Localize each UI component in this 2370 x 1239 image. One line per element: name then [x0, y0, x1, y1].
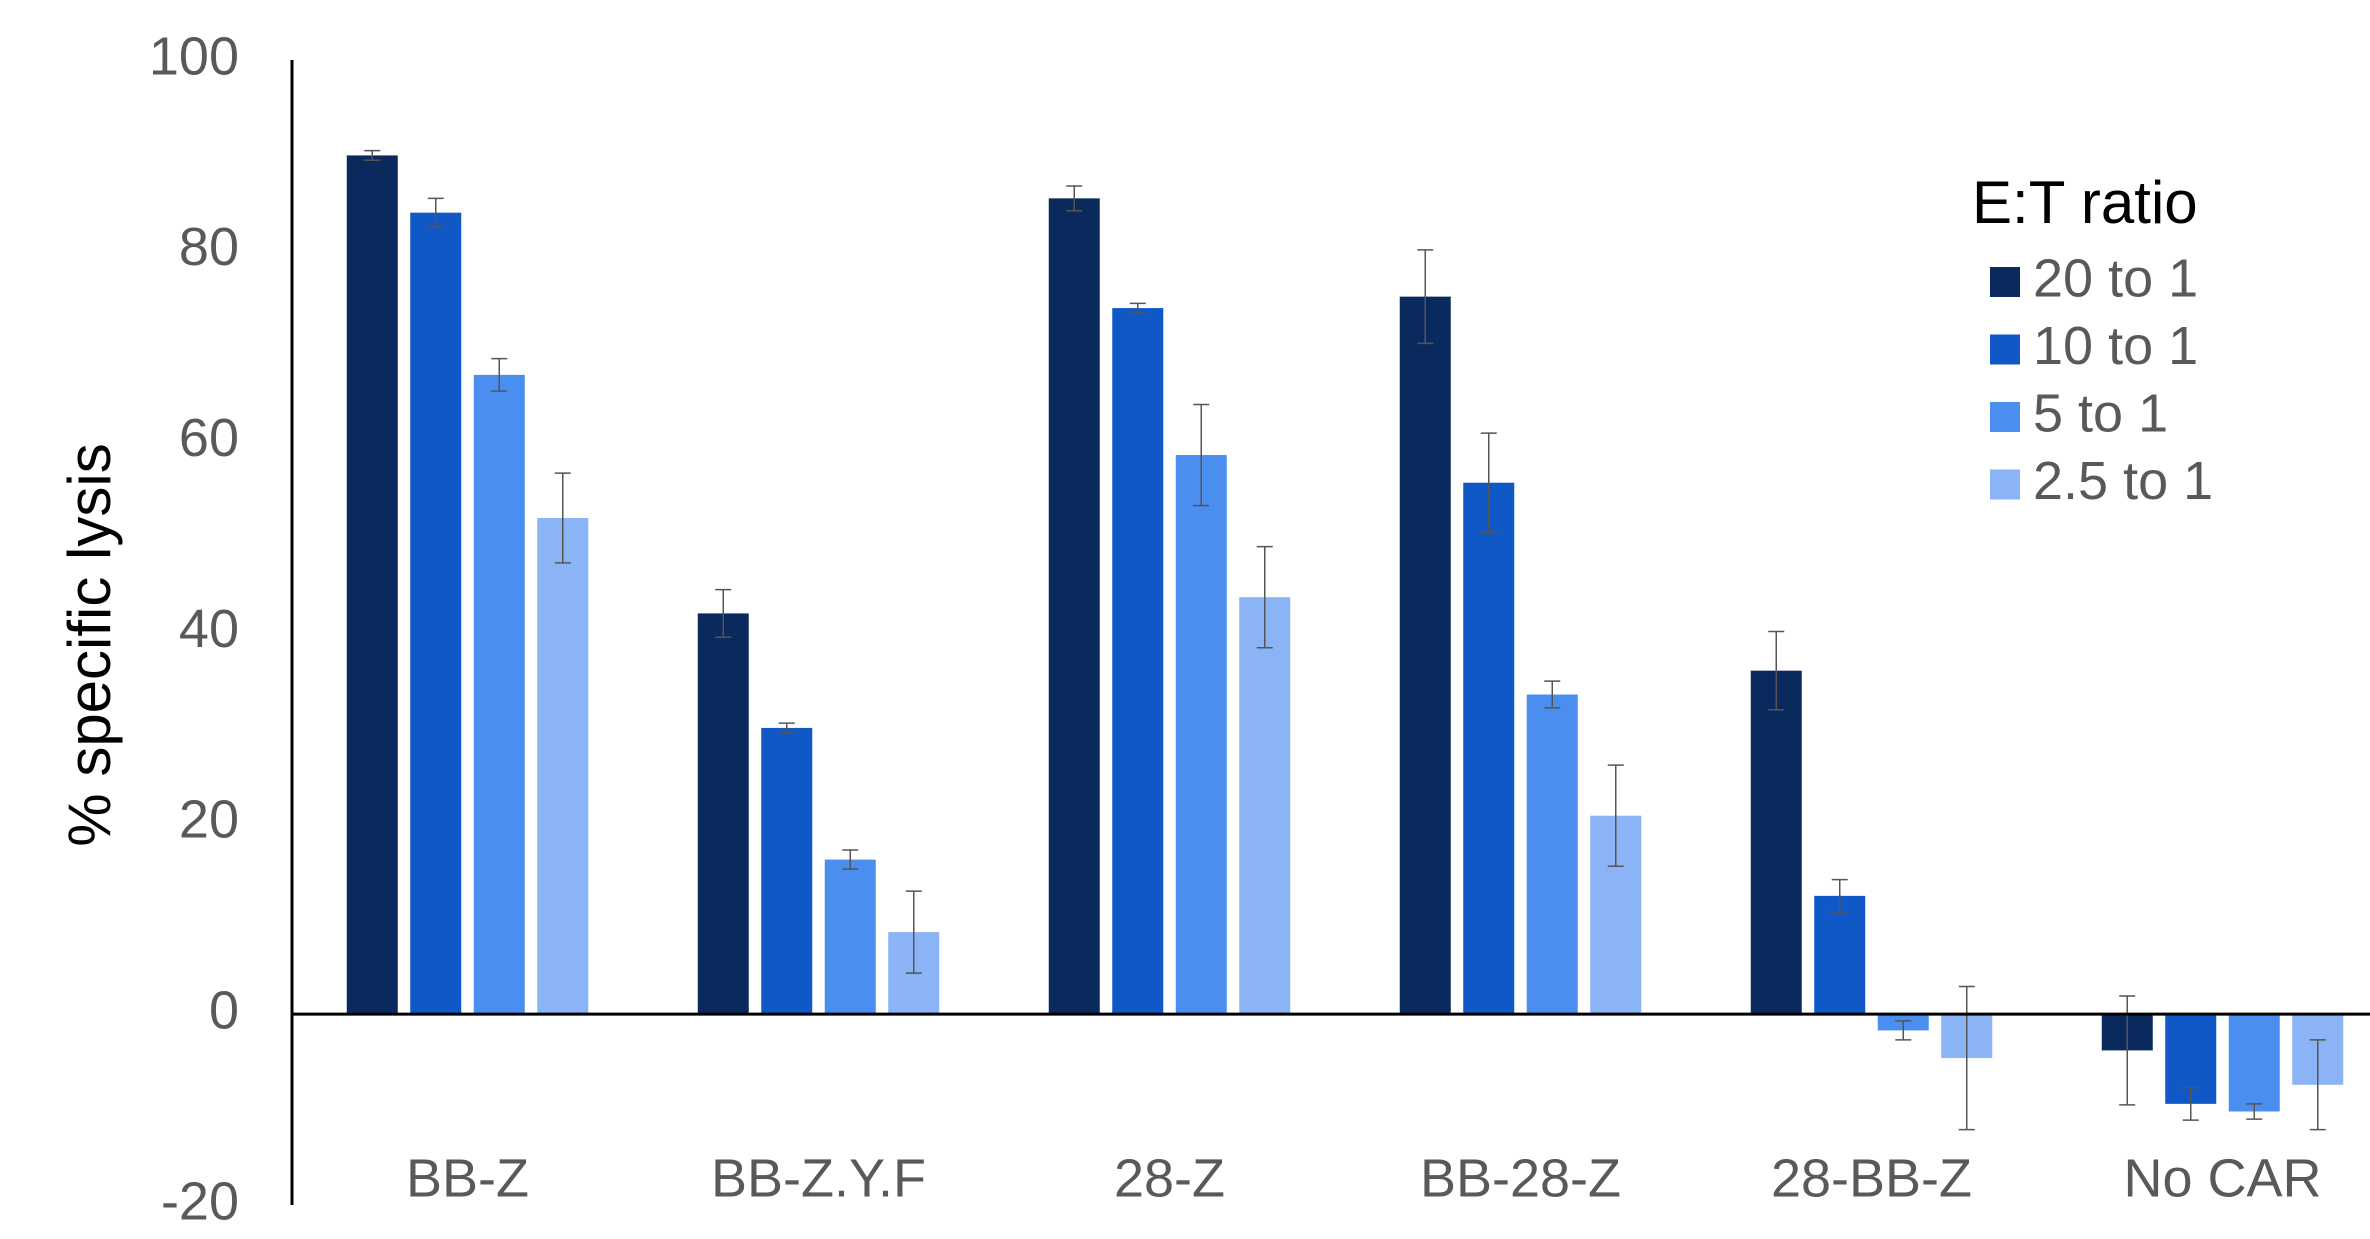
legend-label: 2.5 to 1 — [2033, 451, 2213, 511]
bar — [1399, 296, 1451, 1015]
x-tick-label: BB-Z — [406, 1148, 529, 1208]
bar — [410, 212, 462, 1015]
bar — [537, 518, 589, 1015]
legend-swatch — [1990, 402, 2020, 432]
bar — [1814, 895, 1866, 1015]
x-tick-label: No CAR — [2123, 1148, 2321, 1208]
bar — [1526, 694, 1578, 1015]
legend-swatch — [1990, 469, 2020, 500]
x-tick-label: BB-Z.Y.F — [711, 1148, 926, 1208]
bar — [1239, 597, 1291, 1015]
legend-label: 10 to 1 — [2033, 316, 2198, 376]
x-tick-label: BB-28-Z — [1420, 1148, 1621, 1208]
legend-swatch — [1990, 267, 2020, 297]
y-tick-label: -20 — [161, 1171, 239, 1231]
bar — [761, 727, 813, 1015]
bar — [1750, 670, 1802, 1015]
x-tick-label: 28-Z — [1114, 1148, 1225, 1208]
y-tick-label: 100 — [149, 26, 239, 86]
legend-label: 20 to 1 — [2033, 248, 2198, 308]
bar — [2228, 1014, 2280, 1112]
bar — [1463, 482, 1515, 1015]
bar — [473, 374, 525, 1015]
y-tick-label: 60 — [179, 408, 239, 468]
y-axis-title: % specific lysis — [56, 443, 123, 846]
legend-title: E:T ratio — [1972, 169, 2198, 236]
x-tick-label: 28-BB-Z — [1771, 1148, 1972, 1208]
y-tick-label: 80 — [179, 217, 239, 277]
bar — [1048, 198, 1100, 1015]
y-tick-label: 20 — [179, 790, 239, 850]
legend-label: 5 to 1 — [2033, 383, 2168, 443]
bar — [697, 613, 749, 1015]
bar — [346, 155, 398, 1015]
y-tick-label: 40 — [179, 599, 239, 659]
bar — [1175, 455, 1227, 1015]
legend-swatch — [1990, 334, 2020, 365]
y-tick-label: 0 — [209, 980, 239, 1040]
bar — [1112, 308, 1164, 1015]
bar — [824, 859, 876, 1015]
